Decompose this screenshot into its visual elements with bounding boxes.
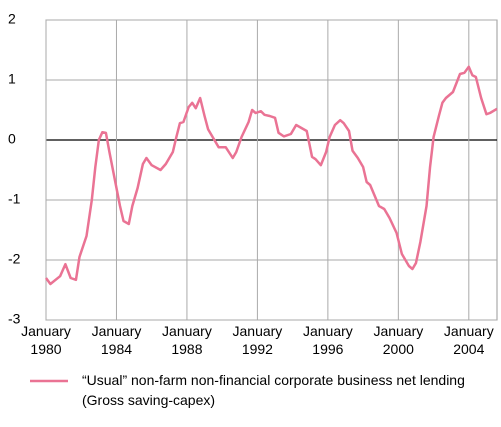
x-tick-label: January 1996 bbox=[302, 323, 353, 357]
x-tick-label: January 2004 bbox=[443, 323, 494, 357]
y-tick-label: 1 bbox=[8, 71, 16, 87]
y-tick-label: 2 bbox=[8, 11, 16, 27]
data-line bbox=[44, 65, 498, 286]
x-tick-label: January 1992 bbox=[232, 323, 283, 357]
x-tick-label: January 1984 bbox=[91, 323, 142, 357]
x-tick-label: January 1988 bbox=[162, 323, 212, 357]
y-tick-label: -2 bbox=[8, 251, 21, 267]
y-tick-label: -3 bbox=[8, 311, 21, 327]
y-tick-label: -1 bbox=[8, 191, 21, 207]
legend-label: “Usual” non-farm non-financial corporate… bbox=[82, 372, 465, 408]
x-tick-label: January 1980 bbox=[21, 323, 71, 357]
y-tick-label: 0 bbox=[8, 131, 16, 147]
x-tick-label: January 2000 bbox=[373, 323, 424, 357]
